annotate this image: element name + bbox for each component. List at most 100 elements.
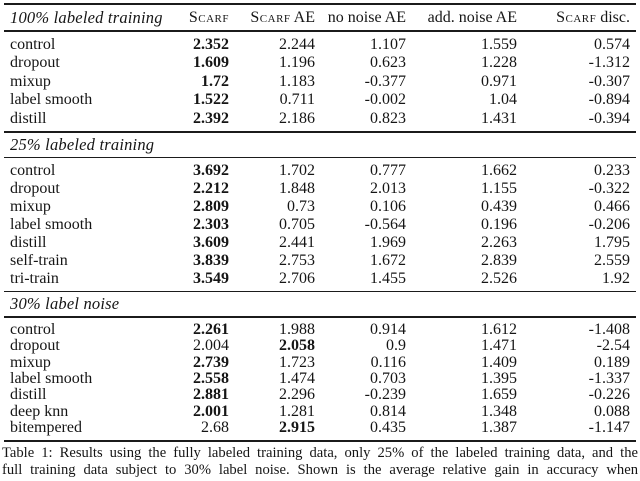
value-cell: 2.558 [193, 371, 229, 388]
section-title: 30% label noise [10, 295, 120, 314]
value-cell: 1.196 [279, 54, 315, 72]
row-label: control [10, 162, 56, 180]
column-header: Scarf AE [229, 9, 315, 27]
value-cell: -0.002 [364, 91, 406, 109]
value-cell: 0.116 [370, 354, 406, 371]
value-cell: 1.848 [279, 180, 315, 198]
value-cell: -2.54 [596, 338, 630, 355]
value-cell: -0.226 [588, 387, 630, 404]
table-row: deep knn 2.001 1.281 0.814 1.348 0.088 [4, 404, 636, 420]
row-label: label smooth [10, 216, 93, 234]
row-label: mixup [10, 198, 51, 216]
value-cell: 2.261 [193, 321, 229, 338]
value-cell: 2.296 [279, 387, 315, 404]
table-row: distill 3.609 2.441 1.969 2.263 1.795 [4, 234, 636, 252]
section-rows: control 2.352 2.244 1.107 1.559 0.574 dropout 1… [4, 32, 636, 132]
row-label: dropout [10, 54, 60, 72]
row-label: label smooth [10, 91, 93, 109]
value-cell: 0.435 [370, 420, 406, 437]
row-label: dropout [10, 180, 60, 198]
value-cell: 0.703 [370, 371, 406, 388]
value-cell: -1.312 [588, 54, 630, 72]
table-row: mixup 2.739 1.723 0.116 1.409 0.189 [4, 355, 636, 371]
header-rule [4, 30, 636, 32]
value-cell: 2.809 [193, 198, 229, 216]
value-cell: 0.106 [370, 198, 406, 216]
value-cell: 0.196 [481, 216, 517, 234]
table-row: mixup 1.72 1.183 -0.377 0.971 -0.307 [4, 73, 636, 92]
value-cell: 1.228 [481, 54, 517, 72]
value-cell: 3.609 [193, 234, 229, 252]
value-cell: 0.9 [386, 338, 406, 355]
row-label: mixup [10, 72, 51, 90]
value-cell: 0.466 [594, 198, 630, 216]
value-cell: 1.659 [481, 387, 517, 404]
header-row: 100% labeled training Scarf Scarf AE no noi… [4, 9, 636, 27]
value-cell: -0.322 [588, 180, 630, 198]
value-cell: 1.988 [279, 321, 315, 338]
value-cell: 2.004 [193, 338, 229, 355]
table-row: control 2.261 1.988 0.914 1.612 -1.408 [4, 322, 636, 338]
table-row: dropout 1.609 1.196 0.623 1.228 -1.312 [4, 54, 636, 73]
value-cell: 2.68 [201, 420, 229, 437]
value-cell: 0.777 [370, 162, 406, 180]
table-row: control 2.352 2.244 1.107 1.559 0.574 [4, 36, 636, 55]
row-label: distill [10, 109, 47, 127]
table-caption: Table 1: Results using the fully labeled… [2, 445, 638, 480]
value-cell: 1.04 [489, 91, 517, 109]
value-cell: 0.823 [370, 109, 406, 127]
value-cell: 2.392 [193, 109, 229, 127]
table-row: self-train 3.839 2.753 1.672 2.839 2.559 [4, 252, 636, 270]
value-cell: 2.263 [481, 234, 517, 252]
column-header: add. noise AE [406, 9, 517, 27]
table-header: 100% labeled training Scarf Scarf AE no noi… [4, 5, 636, 30]
value-cell: -0.894 [588, 91, 630, 109]
value-cell: 2.441 [279, 234, 315, 252]
value-cell: 1.409 [481, 354, 517, 371]
table-row: distill 2.392 2.186 0.823 1.431 -0.394 [4, 110, 636, 129]
value-cell: -0.564 [364, 216, 406, 234]
table-row: bitempered 2.68 2.915 0.435 1.387 -1.147 [4, 420, 636, 436]
column-header-text: add. noise AE [427, 9, 517, 26]
value-cell: -1.408 [588, 321, 630, 338]
column-header-text: disc. [596, 9, 630, 26]
value-cell: 0.088 [594, 403, 630, 420]
column-header-text: no noise AE [327, 9, 406, 26]
value-cell: 1.92 [602, 270, 630, 288]
value-cell: 1.471 [481, 338, 517, 355]
section-header: 30% label noise [4, 292, 636, 316]
table-row: distill 2.881 2.296 -0.239 1.659 -0.226 [4, 387, 636, 403]
value-cell: 0.189 [594, 354, 630, 371]
section-bottom-rule [4, 156, 636, 159]
table-1: 100% labeled training Scarf Scarf AE no noi… [4, 3, 636, 442]
section-rows: control 3.692 1.702 0.777 1.662 0.233 dropout 2… [4, 158, 636, 291]
value-cell: 0.914 [370, 321, 406, 338]
value-cell: 1.662 [481, 162, 517, 180]
value-cell: 0.73 [287, 198, 315, 216]
value-cell: 1.107 [370, 35, 406, 53]
column-header-smallcaps: Scarf [556, 9, 597, 26]
section-title: 25% labeled training [10, 135, 155, 154]
value-cell: 2.058 [279, 338, 315, 355]
value-cell: -0.206 [588, 216, 630, 234]
value-cell: 2.013 [370, 180, 406, 198]
row-label: control [10, 35, 56, 53]
column-header: Scarf disc. [517, 9, 636, 27]
value-cell: 1.559 [481, 35, 517, 53]
section-bottom-rule [4, 316, 636, 318]
caption-line-1: Table 1: Results using the fully labeled… [2, 444, 638, 461]
row-label: self-train [10, 252, 68, 270]
row-label: tri-train [10, 270, 59, 288]
value-cell: 3.692 [193, 162, 229, 180]
value-cell: 2.839 [481, 252, 517, 270]
value-cell: 2.706 [279, 270, 315, 288]
value-cell: -0.239 [364, 387, 406, 404]
value-cell: 1.431 [481, 109, 517, 127]
value-cell: 2.915 [279, 420, 315, 437]
value-cell: 1.455 [370, 270, 406, 288]
value-cell: 0.574 [594, 35, 630, 53]
value-cell: 1.281 [279, 403, 315, 420]
top-rule [4, 3, 636, 5]
value-cell: 2.753 [279, 252, 315, 270]
value-cell: 1.672 [370, 252, 406, 270]
